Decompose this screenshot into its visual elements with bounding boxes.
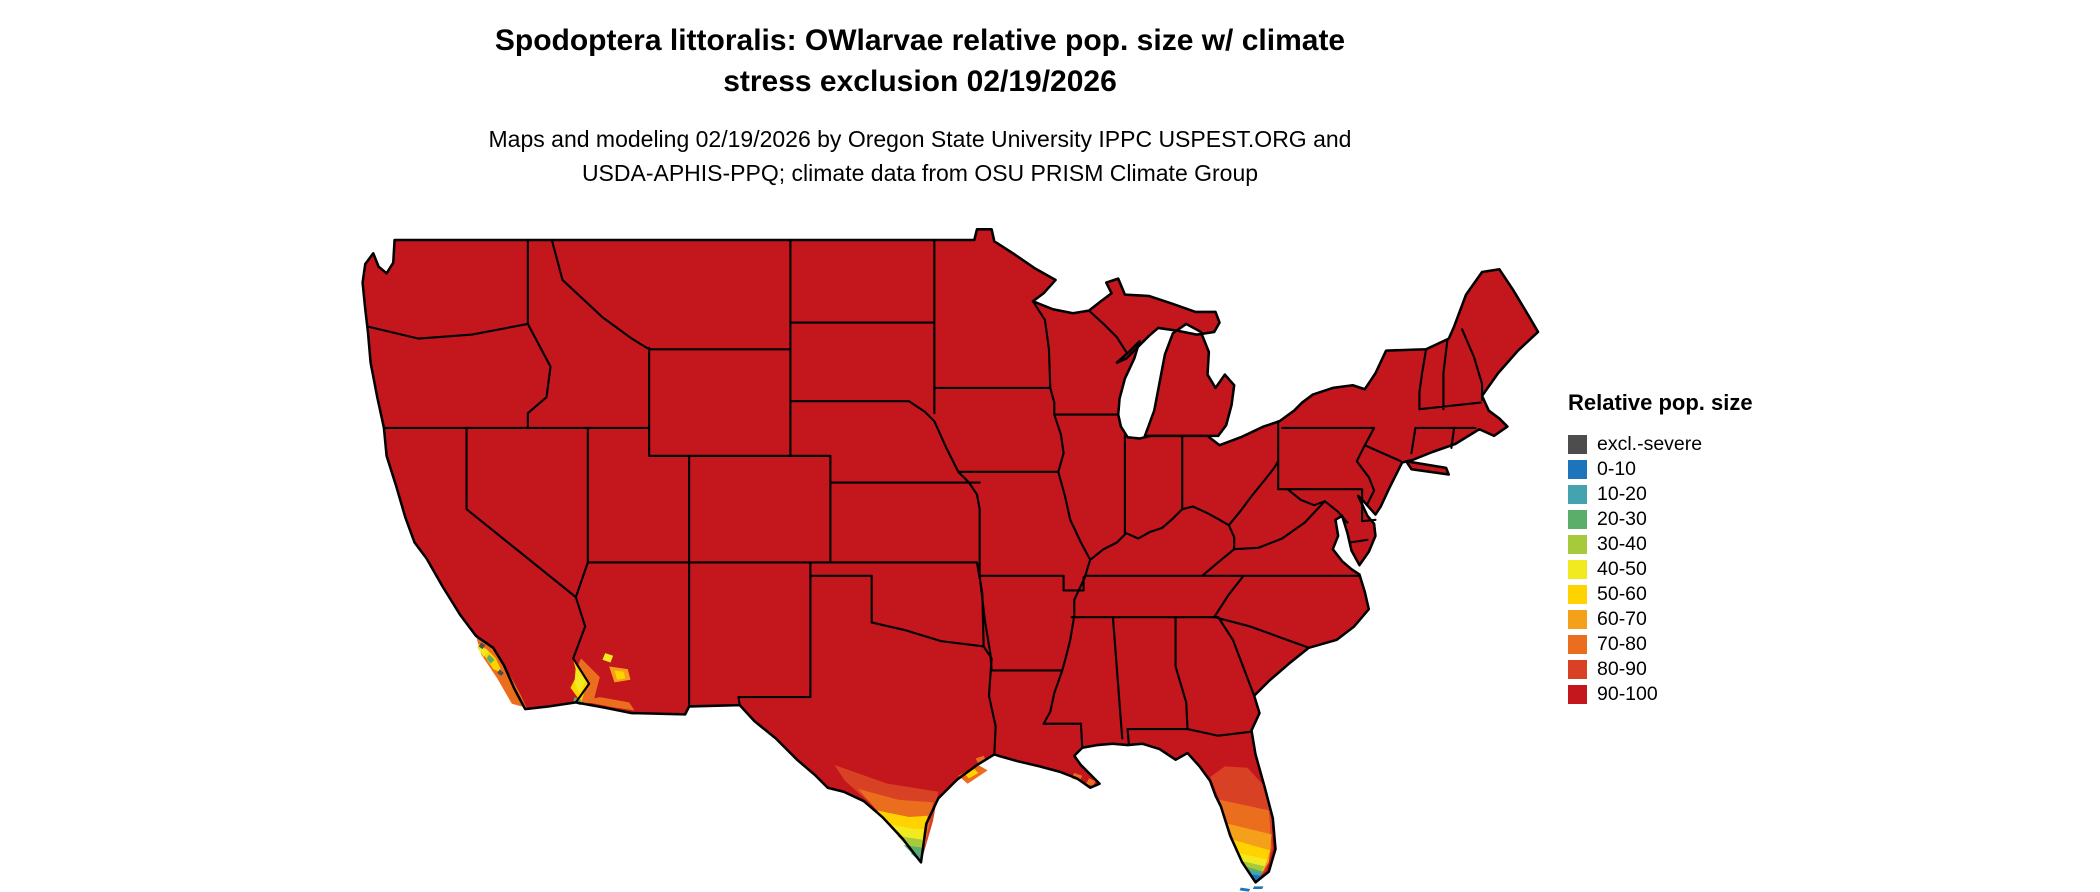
legend-swatch bbox=[1568, 635, 1587, 654]
legend-item-label: 90-100 bbox=[1597, 683, 1658, 705]
map-subtitle-line2: USDA-APHIS-PPQ; climate data from OSU PR… bbox=[581, 160, 1259, 186]
legend-item-40-50: 40-50 bbox=[1568, 557, 1753, 582]
region-socal-20-30 bbox=[486, 654, 495, 664]
legend-swatch bbox=[1568, 685, 1587, 704]
legend-item-label: excl.-severe bbox=[1597, 433, 1703, 455]
region-arizona-40-50 bbox=[574, 666, 586, 695]
map-title: Spodoptera littoralis: OWlarvae relative… bbox=[0, 20, 1840, 102]
legend-item-70-80: 70-80 bbox=[1568, 632, 1753, 657]
legend-swatch bbox=[1568, 610, 1587, 629]
legend-item-0-10: 0-10 bbox=[1568, 457, 1753, 482]
region-arizona-40-50-speck bbox=[602, 653, 614, 663]
region-socal-50-60 bbox=[485, 647, 503, 674]
legend-swatch bbox=[1568, 660, 1587, 679]
map-title-line1: Spodoptera littoralis: OWlarvae relative… bbox=[494, 24, 1346, 57]
map-subtitle: Maps and modeling 02/19/2026 by Oregon S… bbox=[0, 122, 1840, 190]
legend-swatch bbox=[1568, 485, 1587, 504]
legend-item-50-60: 50-60 bbox=[1568, 582, 1753, 607]
legend-item-10-20: 10-20 bbox=[1568, 482, 1753, 507]
legend-item-80-90: 80-90 bbox=[1568, 657, 1753, 682]
map-subtitle-line1: Maps and modeling 02/19/2026 by Oregon S… bbox=[488, 126, 1352, 152]
legend-title: Relative pop. size bbox=[1568, 390, 1753, 415]
legend-swatch bbox=[1568, 585, 1587, 604]
legend: Relative pop. size excl.-severe 0-10 10-20… bbox=[1568, 390, 1753, 707]
legend-item-90-100: 90-100 bbox=[1568, 682, 1753, 707]
us-map bbox=[361, 228, 1540, 892]
region-socal-excluded bbox=[478, 642, 504, 676]
region-arizona-border-70-80 bbox=[581, 697, 635, 711]
map-title-line2: stress exclusion 02/19/2026 bbox=[723, 65, 1117, 98]
legend-item-label: 20-30 bbox=[1597, 508, 1647, 530]
legend-item-label: 30-40 bbox=[1597, 533, 1647, 555]
legend-swatch bbox=[1568, 435, 1587, 454]
legend-item-label: 0-10 bbox=[1597, 458, 1637, 480]
region-texas-coast-50-60 bbox=[964, 769, 979, 779]
legend-item-label: 10-20 bbox=[1597, 483, 1647, 505]
legend-item-20-30: 20-30 bbox=[1568, 507, 1753, 532]
legend-item-30-40: 30-40 bbox=[1568, 532, 1753, 557]
legend-swatch bbox=[1568, 460, 1587, 479]
legend-item-label: 80-90 bbox=[1597, 658, 1647, 680]
legend-item-label: 40-50 bbox=[1597, 558, 1647, 580]
legend-swatch bbox=[1568, 560, 1587, 579]
legend-swatch bbox=[1568, 535, 1587, 554]
state-borders bbox=[366, 238, 1484, 756]
florida-keys bbox=[1239, 886, 1264, 892]
legend-item-label: 50-60 bbox=[1597, 583, 1647, 605]
legend-item-excl.-severe: excl.-severe bbox=[1568, 432, 1753, 457]
region-phoenix-50-60 bbox=[614, 670, 626, 680]
legend-swatch bbox=[1568, 510, 1587, 529]
legend-items: excl.-severe 0-10 10-20 20-30 30-40 40-50 50-6… bbox=[1568, 432, 1753, 707]
us-landmass bbox=[362, 229, 1539, 883]
legend-item-label: 60-70 bbox=[1597, 608, 1647, 630]
legend-item-label: 70-80 bbox=[1597, 633, 1647, 655]
legend-item-60-70: 60-70 bbox=[1568, 607, 1753, 632]
